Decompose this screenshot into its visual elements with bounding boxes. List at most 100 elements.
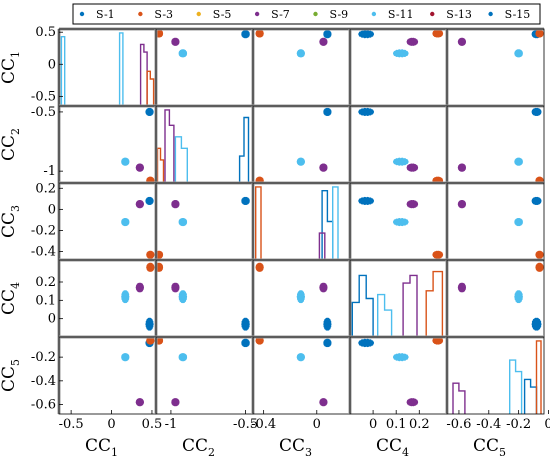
scatter-point	[414, 164, 418, 169]
scatter-point	[397, 157, 401, 161]
panel-background	[156, 260, 253, 337]
panel-content	[351, 270, 444, 337]
y-axis-label: CC2	[0, 128, 22, 161]
legend-label: S-15	[505, 8, 531, 21]
panel-content	[121, 196, 155, 259]
x-tick-label: 0	[369, 417, 377, 432]
panel-content	[60, 32, 155, 106]
histogram-series	[174, 136, 188, 183]
scatter-point	[324, 284, 328, 288]
x-axis-label-sub: 3	[305, 446, 312, 459]
scatter-point	[159, 30, 163, 34]
y-tick-label: -0.4	[31, 245, 56, 260]
panel	[348, 258, 448, 338]
scatter-point	[126, 292, 130, 297]
scatter-point	[366, 338, 370, 342]
histogram-series	[509, 359, 523, 414]
scatter-point	[400, 358, 404, 362]
scatter-point	[397, 49, 401, 53]
scatter-point	[140, 399, 144, 403]
scatter-point	[360, 108, 364, 112]
y-tick-label: -0.5	[31, 105, 56, 120]
panel-content	[156, 262, 250, 331]
panel-background	[447, 260, 544, 337]
scatter-point	[150, 320, 154, 324]
panel-content	[452, 340, 542, 414]
legend-label: S-9	[330, 8, 349, 21]
scatter-point	[360, 339, 364, 343]
y-tick-label: 0	[48, 57, 56, 72]
panel	[348, 27, 448, 107]
panel-content	[358, 107, 444, 183]
scatter-point	[462, 39, 466, 43]
scatter-point	[150, 109, 154, 113]
scatter-point	[363, 112, 367, 116]
panel-content	[255, 262, 332, 331]
scatter-point	[397, 162, 401, 166]
scatter-point	[403, 222, 407, 226]
panel	[251, 258, 351, 338]
scatter-point	[404, 354, 408, 358]
histogram-series	[332, 186, 339, 260]
x-axis-label-main: CC	[376, 436, 402, 456]
panel-background	[253, 337, 350, 414]
y-tick-label: 0.2	[35, 181, 56, 196]
x-axis-label: CC2	[182, 436, 215, 459]
scatter-point	[540, 30, 544, 34]
histogram-series	[377, 293, 393, 337]
scatter-point	[414, 39, 418, 43]
scatter-point	[370, 198, 374, 202]
legend-marker	[79, 11, 85, 17]
panel-background	[156, 183, 253, 260]
x-tick-label: 0	[313, 417, 321, 432]
scatter-point	[462, 201, 466, 205]
scatter-point	[363, 338, 367, 342]
scatter-point	[395, 158, 399, 162]
scatter-point	[140, 164, 144, 169]
y-axis-label-sub: 2	[9, 128, 22, 135]
x-axis-label-sub: 5	[499, 446, 506, 459]
y-axis-label-sub: 5	[9, 359, 22, 366]
histogram-series	[139, 43, 148, 106]
scatter-point	[370, 340, 374, 344]
x-tick-label: 0	[544, 417, 550, 432]
panel-content	[358, 29, 444, 58]
scatter-point	[301, 292, 305, 297]
histogram-series	[425, 270, 444, 337]
panel-content	[255, 29, 332, 58]
x-axis-label: CC5	[473, 436, 506, 459]
panel-frame	[446, 336, 545, 415]
scatter-point	[395, 49, 399, 54]
y-axis-label-main: CC	[0, 366, 19, 392]
panel-content	[358, 337, 444, 407]
scatter-point	[366, 30, 370, 34]
scatter-point	[397, 358, 401, 362]
y-tick-label: 0.5	[35, 25, 56, 40]
scatter-point	[439, 252, 443, 256]
x-tick-label: -0.5	[233, 417, 258, 432]
legend-marker	[488, 11, 493, 17]
scatter-point	[462, 164, 466, 169]
legend-marker	[430, 11, 435, 17]
scatter-point	[368, 343, 372, 347]
scatter-point	[301, 50, 305, 54]
y-tick-label: -0.4	[31, 374, 56, 389]
y-axis-label: CC5	[0, 359, 22, 392]
histogram-series	[118, 32, 124, 106]
legend: S-1 S-3 S-5 S-7 S-9 S-11 S-13 S-15	[72, 3, 541, 25]
x-tick-label: -0.6	[446, 417, 471, 432]
panel	[348, 104, 448, 184]
x-tick-label: 0.5	[142, 417, 163, 432]
scatter-point	[151, 252, 155, 256]
histogram-series	[255, 186, 262, 260]
legend-label: S-3	[154, 8, 173, 21]
panel	[251, 104, 351, 184]
scatter-point	[439, 337, 443, 342]
panel-background	[59, 29, 156, 106]
scatter-point	[366, 196, 370, 201]
scatter-point	[540, 177, 544, 182]
x-axis-label-main: CC	[473, 436, 499, 456]
x-tick-label: -0.5	[59, 417, 84, 432]
panel-background	[59, 183, 156, 260]
scatter-point	[328, 31, 332, 35]
